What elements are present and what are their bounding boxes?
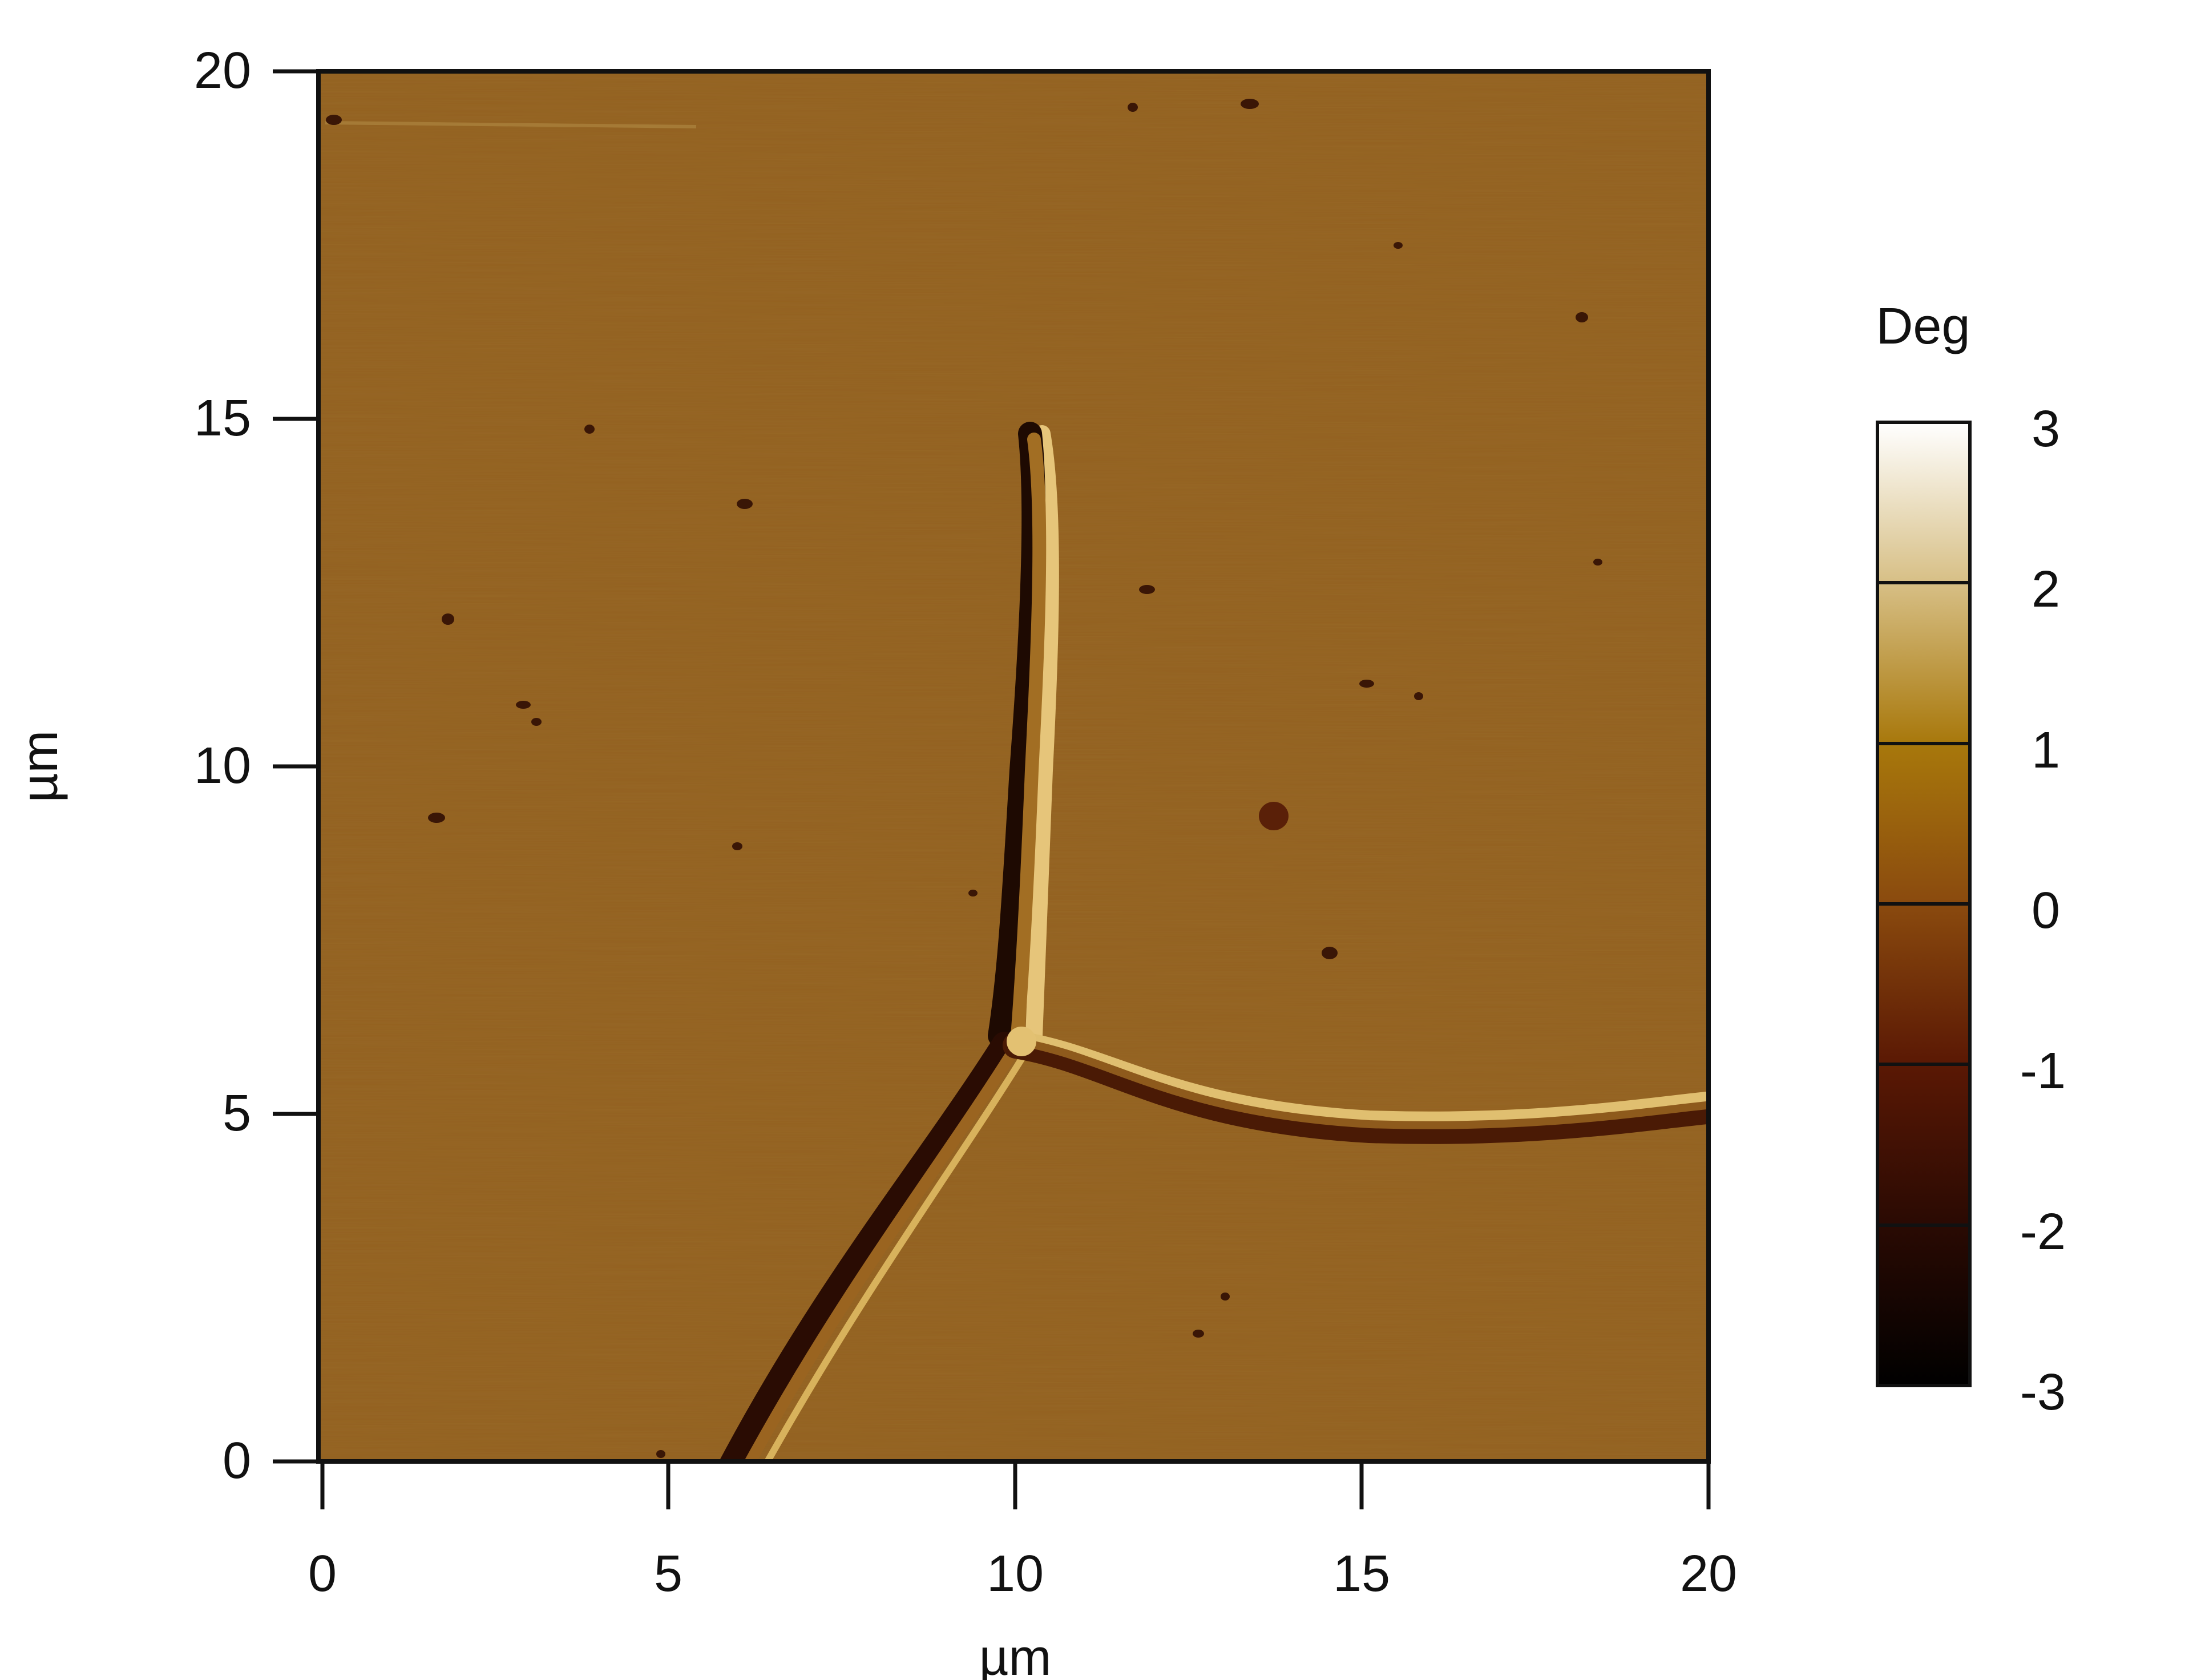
y-tick-label: 10 [194, 737, 251, 794]
x-axis: 0 5 10 15 20 µm [308, 1459, 1737, 1680]
y-axis: 0 5 10 15 20 µm [11, 42, 321, 1489]
colorbar-tick-label: -1 [2020, 1043, 2066, 1100]
colorbar-title: Deg [1876, 298, 1970, 355]
surface-defects [326, 99, 1602, 1458]
y-tick-label: 20 [194, 42, 251, 99]
colorbar-tick-label: -3 [2020, 1364, 2066, 1421]
y-tick-label: 15 [194, 390, 251, 447]
afm-phase-image [318, 71, 1709, 1461]
colorbar-tick-label: -2 [2020, 1204, 2066, 1261]
y-axis-label: µm [11, 730, 68, 803]
x-tick-label: 10 [987, 1545, 1044, 1602]
y-tick-label: 0 [223, 1432, 251, 1489]
colorbar-tick-label: 3 [2032, 401, 2060, 458]
x-tick-label: 5 [654, 1545, 682, 1602]
crack-junction [1007, 1027, 1036, 1056]
colorbar-tick-label: 2 [2032, 561, 2060, 618]
crack-right-branch [1003, 1031, 1709, 1144]
y-axis-ticks [273, 69, 318, 1464]
scan-streak [325, 121, 697, 128]
x-tick-label: 20 [1680, 1545, 1737, 1602]
colorbar-tick-label: 1 [2032, 722, 2060, 779]
crack-lower-left-branch [719, 1032, 1031, 1461]
x-tick-label: 15 [1333, 1545, 1390, 1602]
y-tick-label: 5 [223, 1085, 251, 1142]
x-axis-ticks [320, 1461, 1711, 1509]
x-axis-label: µm [979, 1629, 1052, 1680]
x-tick-label: 0 [308, 1545, 337, 1602]
colorbar-tick-label: 0 [2032, 882, 2060, 939]
colorbar-divisions [1877, 421, 1970, 1227]
crack-upper-branch [988, 422, 1059, 1048]
colorbar: Deg 3 2 1 0 -1 -2 -3 [1876, 298, 2066, 1421]
